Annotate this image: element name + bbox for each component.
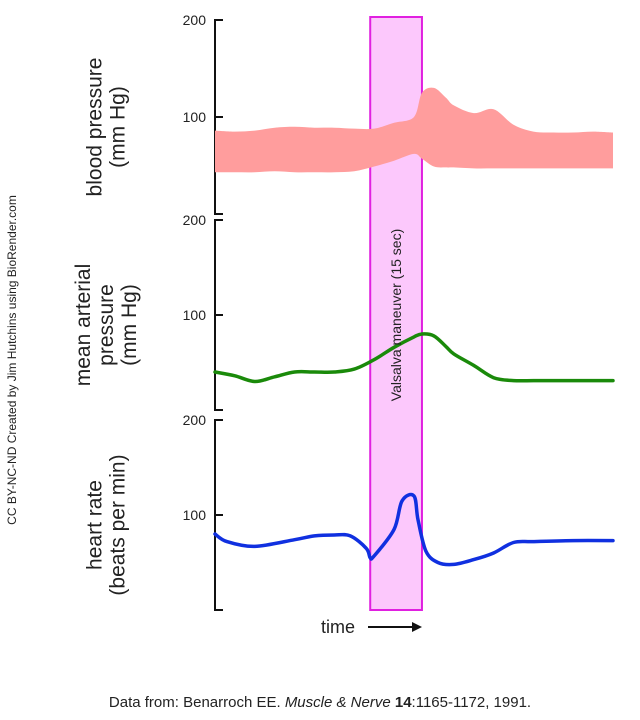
series-line <box>213 492 615 567</box>
y-tick-label: 100 <box>183 109 207 125</box>
y-axis-label: (mm Hg) <box>118 284 141 366</box>
y-tick-label: 100 <box>183 307 207 323</box>
series-line <box>213 332 615 384</box>
credit-text: CC BY-NC-ND Created by Jim Hutchins usin… <box>5 195 19 525</box>
source-journal: Muscle & Nerve <box>284 694 391 711</box>
valsalva-window-band <box>369 16 423 611</box>
blood-pressure-band <box>215 87 613 173</box>
time-axis-label: time <box>321 617 355 637</box>
y-tick-label: 200 <box>183 212 207 228</box>
y-tick-label: 200 <box>183 12 207 28</box>
y-axis-label: pressure <box>95 284 118 366</box>
y-axis-label: blood pressure <box>84 58 107 197</box>
source-citation: Data from: Benarroch EE. Muscle & Nerve … <box>0 694 640 711</box>
time-arrow-icon <box>368 622 422 632</box>
y-axis-label: (beats per min) <box>107 454 130 595</box>
source-suffix: :1165-1172, 1991. <box>411 694 532 711</box>
y-tick-label: 100 <box>183 507 207 523</box>
heart-rate-panel: 200 100 heart rate (beats per min) <box>84 412 615 611</box>
y-axis-label: heart rate <box>84 480 107 570</box>
y-tick-label: 200 <box>183 412 207 428</box>
source-prefix: Data from: Benarroch EE. <box>108 694 285 711</box>
valsalva-window-label: Valsalva maneuver (15 sec) <box>388 229 404 401</box>
source-volume: 14 <box>394 694 412 711</box>
mean-arterial-pressure-panel: 200 100 mean arterial pressure (mm Hg) <box>72 212 615 411</box>
y-axis-label: (mm Hg) <box>107 86 130 168</box>
blood-pressure-panel: 200 100 blood pressure (mm Hg) <box>84 12 613 215</box>
y-axis-label: mean arterial <box>72 264 95 387</box>
